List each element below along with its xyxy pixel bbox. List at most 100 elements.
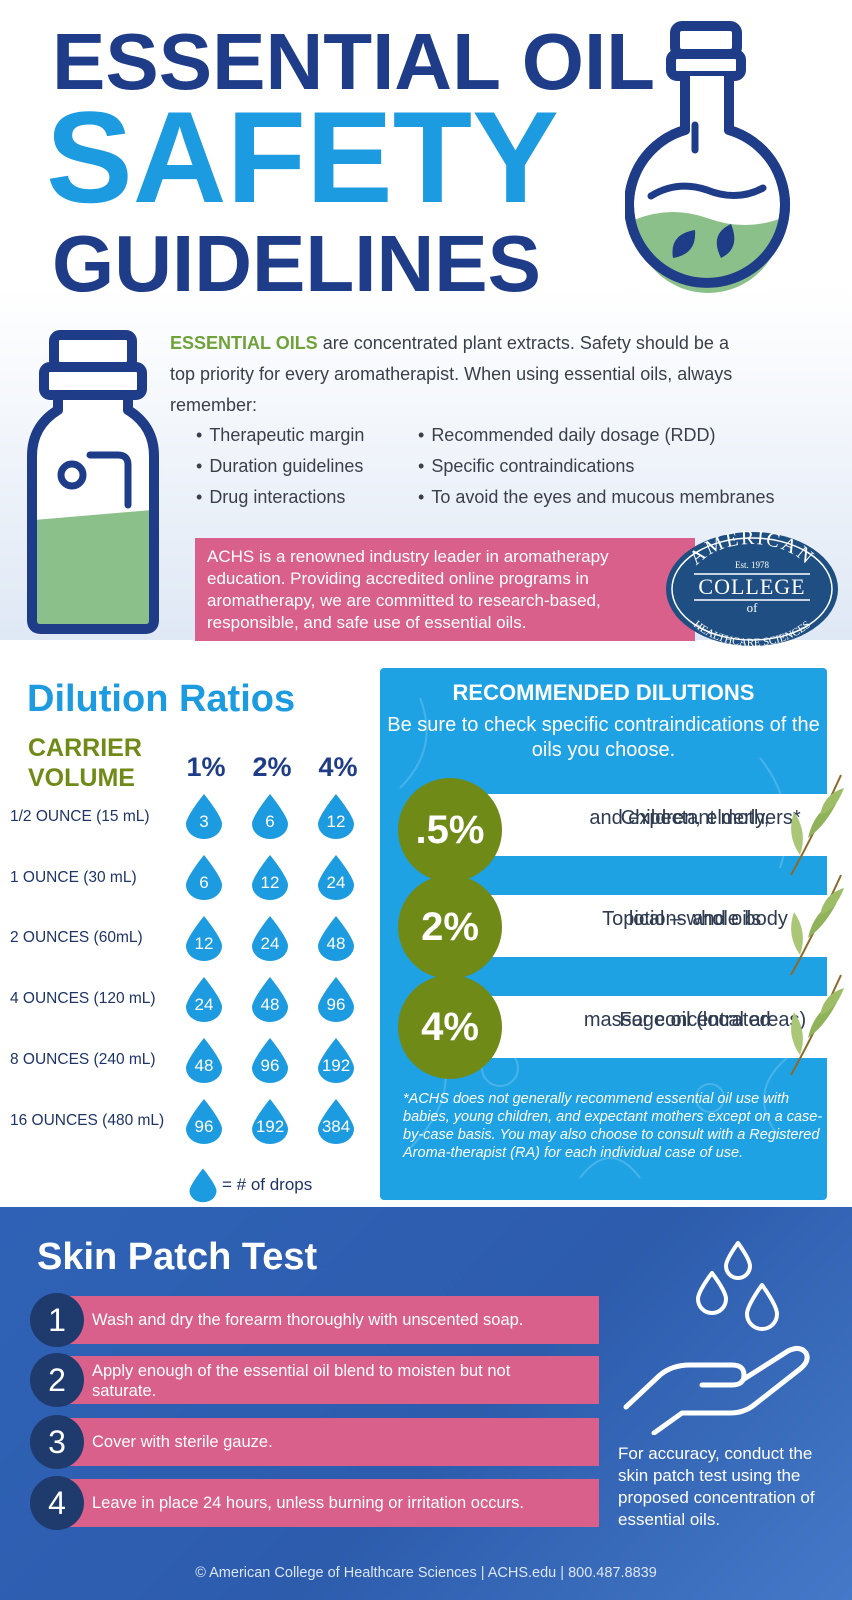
- drop-count-value: 12: [260, 873, 280, 892]
- bullet-item: Therapeutic margin: [196, 420, 364, 451]
- drop-count-value: 3: [199, 812, 209, 831]
- drop-count: 48: [250, 975, 290, 1023]
- drop-count: 48: [316, 914, 356, 962]
- drop-count: 96: [316, 975, 356, 1023]
- drop-count: 24: [316, 853, 356, 901]
- carrier-row-label: 1/2 OUNCE (15 mL): [10, 808, 150, 825]
- carrier-row-label: 2 OUNCES (60mL): [10, 929, 143, 946]
- band-line-2: and expectant mothers*: [589, 807, 801, 829]
- drop-count-value: 96: [194, 1117, 214, 1136]
- dilution-circle-4: 4%: [398, 975, 502, 1079]
- drop-count: 12: [184, 914, 224, 962]
- recommended-note: *ACHS does not generally recommend essen…: [403, 1091, 823, 1161]
- title-line-1: ESSENTIAL OIL: [52, 17, 656, 106]
- leaf-icon: [790, 874, 844, 976]
- drop-count-value: 24: [194, 995, 214, 1014]
- seal-text-middle: COLLEGE: [698, 574, 805, 599]
- dilution-circle-half: .5%: [398, 778, 502, 882]
- step-number-3: 3: [30, 1415, 84, 1469]
- drop-count-value: 192: [255, 1117, 285, 1136]
- drop-icon: [186, 977, 222, 1022]
- intro-paragraph: ESSENTIAL OILS are concentrated plant ex…: [170, 328, 750, 421]
- drop-icon: [186, 794, 222, 839]
- drop-count-value: 6: [265, 812, 275, 831]
- header-2-percent: 2%: [252, 752, 292, 782]
- step-bar-3: Cover with sterile gauze.: [62, 1418, 599, 1466]
- band-line-1: Topical – whole body: [602, 908, 788, 930]
- title-line-3: GUIDELINES: [52, 219, 541, 308]
- intro-highlight: ESSENTIAL OILS: [170, 333, 318, 353]
- drop-count: 12: [250, 853, 290, 901]
- carrier-row-label: 8 OUNCES (240 mL): [10, 1051, 156, 1068]
- step-bar-4: Leave in place 24 hours, unless burning …: [62, 1479, 599, 1527]
- carrier-volume-label: CARRIER VOLUME: [28, 733, 142, 793]
- drop-count: 48: [184, 1036, 224, 1084]
- drop-count-value: 12: [194, 934, 214, 953]
- dilution-circle-2: 2%: [398, 875, 502, 979]
- drop-count: 96: [250, 1036, 290, 1084]
- recommended-subtitle: Be sure to check specific contraindicati…: [387, 714, 820, 761]
- drop-icon: [186, 1099, 222, 1144]
- bullet-list-left: Therapeutic margin Duration guidelines D…: [196, 420, 364, 513]
- carrier-line-1: CARRIER: [28, 734, 142, 762]
- step-bar-1: Wash and dry the forearm thoroughly with…: [62, 1296, 599, 1344]
- drop-count-value: 24: [260, 934, 280, 953]
- bullet-item: Specific contraindications: [418, 451, 775, 482]
- drop-count: 192: [250, 1097, 290, 1145]
- drop-icon: [318, 794, 354, 839]
- hand-drops-icon: [623, 1241, 810, 1435]
- drop-icon: [252, 916, 288, 961]
- drop-icon: [252, 794, 288, 839]
- step-number-2: 2: [30, 1353, 84, 1407]
- seal-est: Est. 1978: [735, 560, 770, 570]
- bullet-list-right: Recommended daily dosage (RDD) Specific …: [418, 420, 775, 513]
- step-text: Wash and dry the forearm thoroughly with…: [92, 1311, 524, 1329]
- drop-count-value: 192: [321, 1056, 351, 1075]
- drop-icon: [318, 855, 354, 900]
- step-number-4: 4: [30, 1476, 84, 1530]
- step-number-1: 1: [30, 1293, 84, 1347]
- drop-icon: [252, 1038, 288, 1083]
- skin-patch-title: Skin Patch Test: [37, 1236, 318, 1278]
- band-line-1: Children, elderly,: [620, 807, 770, 829]
- leaf-icon: [790, 974, 844, 1076]
- drop-icon: [186, 916, 222, 961]
- dilution-band-text: Topical – whole body lotions and oils: [495, 901, 815, 930]
- drop-count: 3: [184, 792, 224, 840]
- drop-icon: [318, 1038, 354, 1083]
- bullet-item: Duration guidelines: [196, 451, 364, 482]
- carrier-line-2: VOLUME: [28, 764, 135, 792]
- drop-count-value: 96: [260, 1056, 280, 1075]
- step-text: Cover with sterile gauze.: [92, 1433, 273, 1451]
- dilution-band-1: Children, elderly, and expectant mothers*: [455, 794, 827, 856]
- flask-icon: [625, 21, 790, 293]
- drop-count-value: 48: [260, 995, 280, 1014]
- bullet-item: Recommended daily dosage (RDD): [418, 420, 775, 451]
- step-text: Leave in place 24 hours, unless burning …: [92, 1494, 524, 1512]
- footer-text: © American College of Healthcare Science…: [195, 1565, 657, 1581]
- drop-icon: [186, 1038, 222, 1083]
- dilution-tab: [0, 670, 350, 730]
- carrier-row-label: 4 OUNCES (120 mL): [10, 990, 156, 1007]
- drop-count-value: 24: [326, 873, 346, 892]
- drop-icon: [318, 916, 354, 961]
- bottle-icon: [27, 330, 159, 634]
- achs-info-box: ACHS is a renowned industry leader in ar…: [195, 538, 695, 641]
- drop-legend-label: = # of drops: [222, 1175, 313, 1194]
- drop-count: 6: [250, 792, 290, 840]
- band-line-2: massage oil (local areas): [583, 1009, 807, 1031]
- dilution-title: Dilution Ratios: [27, 678, 296, 720]
- drop-count: 6: [184, 853, 224, 901]
- step-text: Apply enough of the essential oil blend …: [92, 1362, 511, 1400]
- drop-count-value: 384: [321, 1117, 351, 1136]
- drop-count-value: 48: [194, 1056, 214, 1075]
- drop-count: 192: [316, 1036, 356, 1084]
- drop-count-value: 96: [326, 995, 346, 1014]
- seal-of: of: [747, 600, 759, 615]
- drop-icon: [318, 977, 354, 1022]
- band-line-2: lotions and oils: [628, 908, 762, 930]
- dilution-band-text: Children, elderly, and expectant mothers*: [495, 800, 815, 829]
- skin-patch-note: For accuracy, conduct the skin patch tes…: [618, 1444, 815, 1529]
- band-line-1: For concentrated: [619, 1009, 771, 1031]
- drop-count-value: 48: [326, 934, 346, 953]
